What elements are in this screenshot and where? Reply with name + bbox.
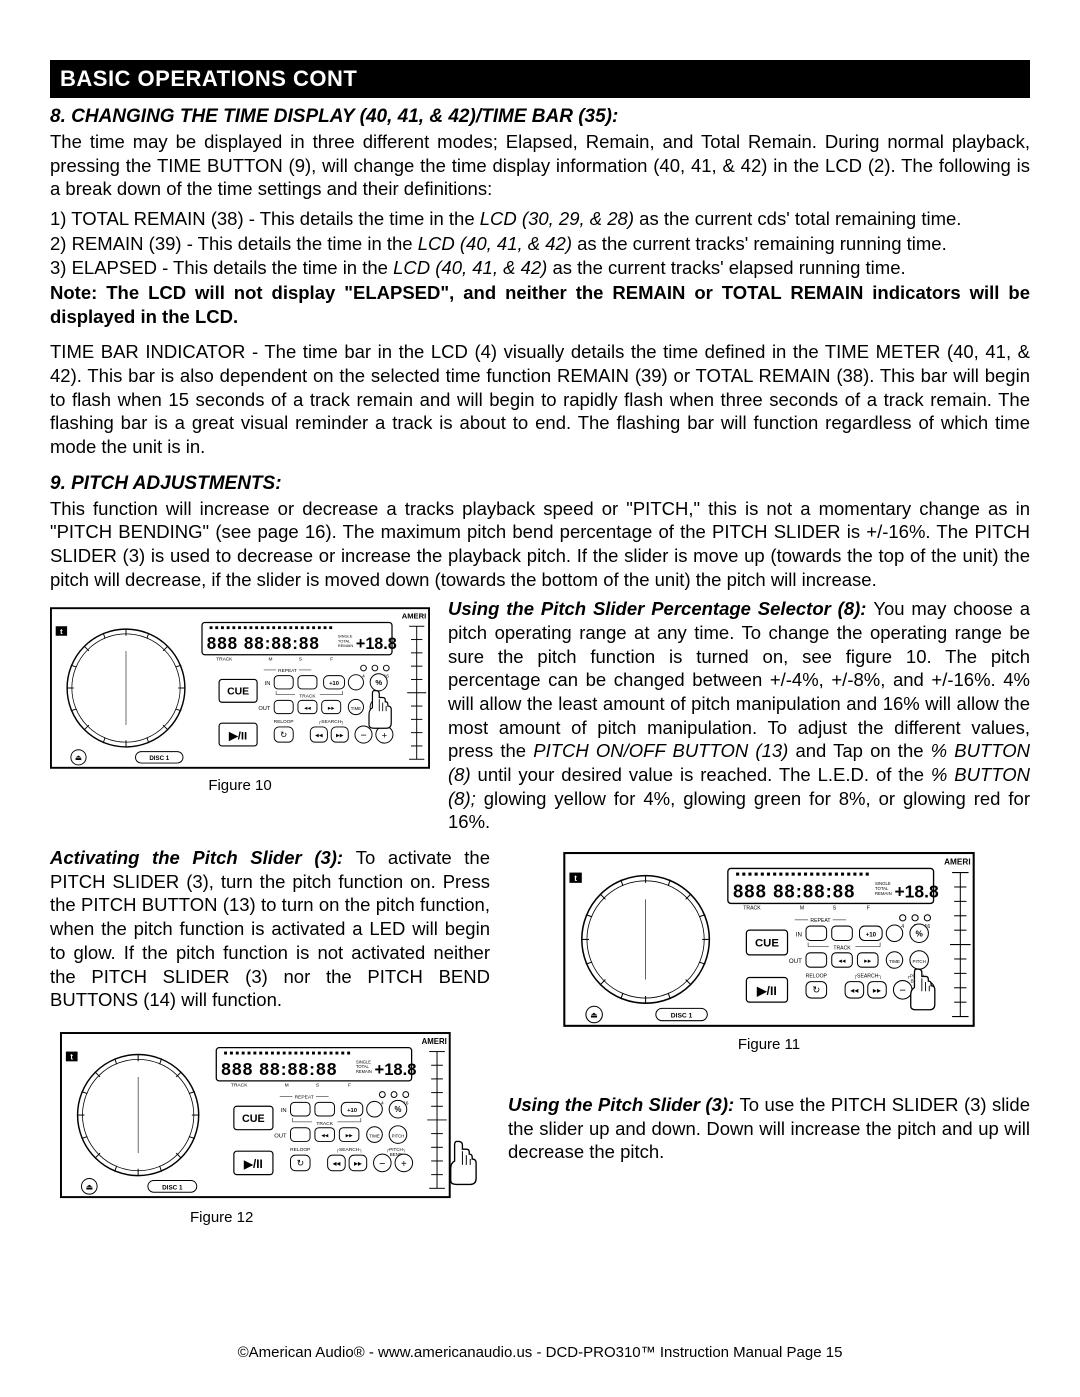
- figure-12-caption: Figure 12: [190, 1209, 490, 1226]
- figure-10: Figure 10: [50, 603, 430, 794]
- pitch-activate-para: Activating the Pitch Slider (3): To acti…: [50, 846, 490, 1012]
- section-9-title: 9. PITCH ADJUSTMENTS:: [50, 473, 1030, 495]
- figure-11: Figure 11: [508, 852, 1030, 1053]
- pitch-selector-lead: Using the Pitch Slider Percentage Select…: [448, 598, 873, 619]
- pitch-selector-para: Using the Pitch Slider Percentage Select…: [448, 597, 1030, 834]
- time-list-2: 2) REMAIN (39) - This details the time i…: [50, 232, 1030, 256]
- manual-page: BASIC OPERATIONS CONT 8. CHANGING THE TI…: [0, 0, 1080, 1397]
- time-list-1: 1) TOTAL REMAIN (38) - This details the …: [50, 207, 1030, 231]
- diagram-fig11-svg: [529, 852, 1009, 1032]
- section-8-title: 8. CHANGING THE TIME DISPLAY (40, 41, & …: [50, 106, 1030, 128]
- figure-10-caption: Figure 10: [50, 777, 430, 794]
- page-footer: ©American Audio® - www.americanaudio.us …: [0, 1344, 1080, 1361]
- section-header: BASIC OPERATIONS CONT: [50, 60, 1030, 98]
- time-bar-para: TIME BAR INDICATOR - The time bar in the…: [50, 340, 1030, 458]
- pitch-activate-lead: Activating the Pitch Slider (3):: [50, 847, 356, 868]
- diagram-fig12-svg: [60, 1030, 480, 1205]
- section-8-intro: The time may be displayed in three diffe…: [50, 130, 1030, 201]
- figure-12: Figure 12: [50, 1030, 490, 1226]
- pitch-using-para: Using the Pitch Slider (3): To use the P…: [508, 1093, 1030, 1164]
- diagram-fig10-svg: [50, 603, 430, 773]
- pitch-using-lead: Using the Pitch Slider (3):: [508, 1094, 740, 1115]
- figure-11-caption: Figure 11: [508, 1036, 1030, 1053]
- time-list-3: 3) ELAPSED - This details the time in th…: [50, 256, 1030, 280]
- pitch-intro: This function will increase or decrease …: [50, 497, 1030, 592]
- time-note: Note: The LCD will not display "ELAPSED"…: [50, 281, 1030, 328]
